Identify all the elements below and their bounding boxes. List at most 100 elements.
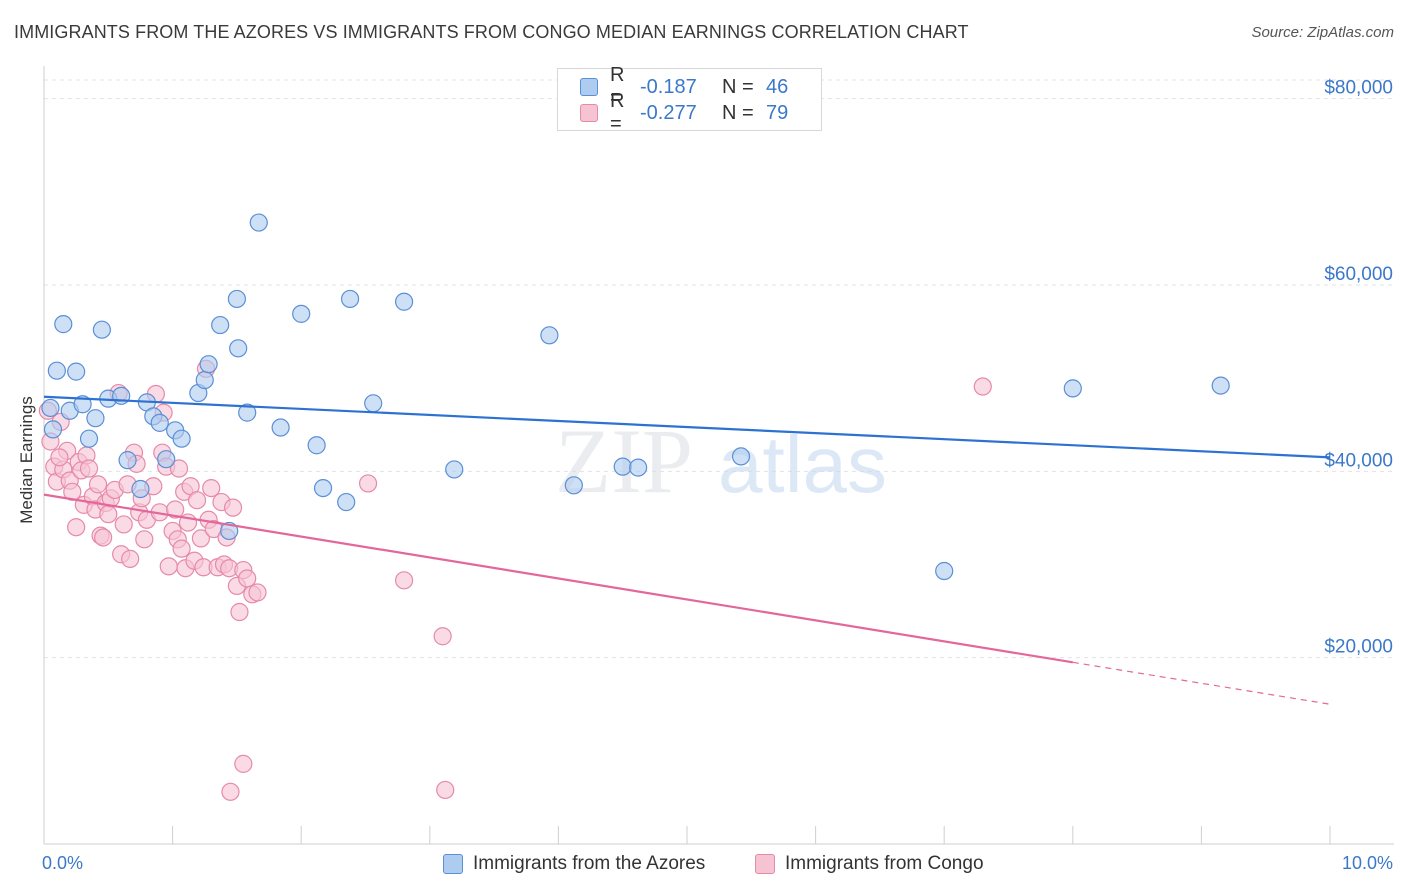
congo-point [50,448,69,467]
x-tick-label: 0.0% [42,853,83,873]
y-tick-label: $20,000 [1324,637,1393,658]
congo-point [67,518,86,537]
azores-point [613,457,632,476]
congo-point [202,478,221,498]
azores-point [540,326,559,345]
congo-swatch [580,104,598,122]
azores-trend-line [43,395,1331,459]
congo-point [248,583,267,602]
azores-point [337,492,356,512]
congo-point [94,528,113,547]
y-tick-labels: $20,000 $40,000 $60,000 $80,000 [1324,78,1393,658]
y-tick-label: $80,000 [1324,78,1393,99]
congo-point [99,505,118,524]
azores-point [73,395,92,414]
congo-point [238,569,257,588]
congo-point [230,602,249,622]
congo-point [79,459,99,478]
congo-point [159,557,178,576]
chart-title: IMMIGRANTS FROM THE AZORES VS IMMIGRANTS… [14,22,969,42]
source-label: Source: ZipAtlas.com [1251,24,1394,41]
n-label: N = [722,101,754,124]
y-tick-label: $40,000 [1324,450,1393,471]
trend-lines [43,395,1331,705]
azores-point [629,458,648,477]
congo-trend-line [43,493,1073,664]
azores-swatch [580,78,598,96]
azores-point [227,289,246,309]
y-axis-title: Median Earnings [17,396,36,524]
r-label: R = [610,64,625,109]
congo-trend-extension [1072,661,1331,705]
azores-point [118,451,137,470]
bottom-legend-congo: Immigrants from Congo [755,852,984,876]
congo-point [135,530,154,549]
congo-point [394,571,414,590]
congo-legend-label: Immigrants from Congo [785,853,984,874]
congo-point [187,491,207,510]
n-value: 46 [766,75,789,98]
azores-legend-label: Immigrants from the Azores [473,853,706,874]
azores-point [364,394,383,413]
congo-point [172,539,191,558]
congo-point [223,498,243,517]
congo-point [169,459,189,478]
azores-point [1211,376,1230,395]
legend-row-azores: R = -0.187 N = 46 [580,64,789,109]
azores-point [150,413,169,432]
azores-point [157,450,176,469]
n-label: N = [722,75,754,98]
azores-point [92,320,111,339]
azores-point [313,478,333,498]
azores-point [564,476,583,495]
azores-point [195,370,214,390]
congo-point [973,377,992,396]
congo-point [191,529,210,548]
azores-point [47,361,66,380]
azores-point [340,289,360,309]
congo-point [221,782,240,801]
azores-point [731,447,751,466]
azores-point [292,304,311,323]
azores-point [79,429,99,448]
azores-points [41,213,1230,581]
congo-points [38,359,992,801]
azores-point [249,213,268,232]
r-value: -0.277 [640,101,697,124]
bottom-legend-azores: Immigrants from the Azores [443,852,705,876]
congo-point [166,500,185,519]
azores-point [54,315,73,334]
azores-point [229,339,248,358]
azores-point [86,409,105,428]
stats-legend: R = -0.187 N = 46 R = -0.277 N = 79 [557,64,822,135]
congo-point [234,754,253,773]
x-tick-label: 10.0% [1342,853,1393,873]
azores-point [131,479,150,499]
azores-point [41,398,60,418]
legend-row-congo: R = -0.277 N = 79 [580,90,789,135]
n-value: 79 [766,101,789,124]
azores-swatch [443,854,463,874]
azores-point [271,418,290,437]
congo-swatch [755,854,775,874]
azores-point [43,420,63,439]
azores-point [307,436,326,455]
azores-point [112,386,131,405]
y-tick-label: $60,000 [1324,264,1393,285]
axes [43,66,1394,845]
azores-point [1063,379,1082,398]
x-tick-labels: 0.0% 10.0% [42,853,1393,873]
congo-point [88,475,108,494]
azores-point [445,460,464,479]
azores-point [935,561,954,581]
congo-point [433,627,452,646]
azores-point [211,315,230,335]
r-value: -0.187 [640,75,697,98]
azores-point [394,292,414,311]
congo-point [121,549,140,568]
azores-point [199,355,218,374]
watermark: ZIP atlas [555,410,887,512]
azores-point [67,362,86,381]
azores-point [172,429,191,448]
